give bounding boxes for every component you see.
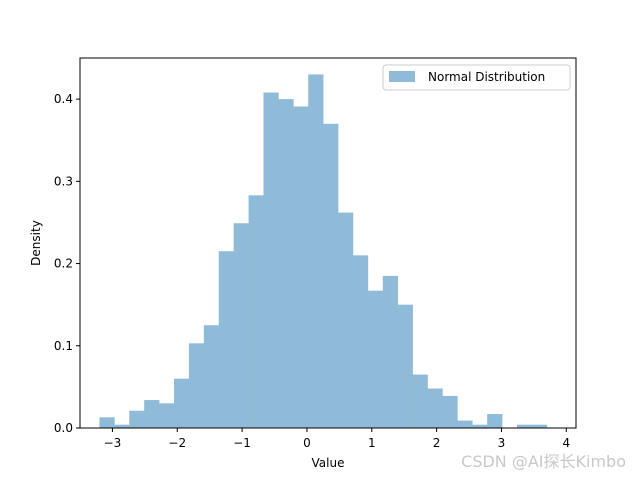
- histogram-bar: [442, 395, 458, 428]
- x-tick-label: −3: [104, 436, 122, 450]
- histogram-bar: [144, 400, 160, 428]
- histogram-bar: [218, 251, 234, 428]
- plot-frame: [79, 57, 577, 429]
- histogram-bar: [308, 74, 324, 428]
- histogram-bar: [397, 304, 413, 428]
- y-tick-label: 0.2: [54, 257, 73, 271]
- histogram-bar: [427, 388, 443, 428]
- histogram-bar: [174, 378, 190, 428]
- y-axis-label: Density: [29, 220, 43, 266]
- x-tick-label: −1: [233, 436, 251, 450]
- histogram-bar: [352, 255, 369, 428]
- histogram-bar: [159, 403, 175, 428]
- histogram-bar: [99, 417, 115, 428]
- x-tick-label: 0: [303, 436, 311, 450]
- y-axis-ticks: 0.0 0.1 0.2 0.3 0.4: [54, 92, 80, 435]
- histogram-bar: [367, 290, 384, 428]
- histogram-bar: [382, 275, 398, 428]
- histogram-bar: [278, 99, 294, 428]
- legend-swatch: [389, 71, 415, 82]
- legend-box: [382, 64, 571, 91]
- histogram-bar: [531, 424, 548, 428]
- legend: Normal Distribution: [382, 64, 571, 91]
- histogram-bar: [263, 92, 279, 429]
- histogram-bar: [233, 223, 249, 428]
- x-tick-label: −2: [168, 436, 186, 450]
- histogram-bar: [516, 424, 533, 428]
- histogram-bar: [472, 424, 488, 428]
- histogram-bar: [457, 420, 473, 428]
- watermark: CSDN @AI探长Kimbo: [461, 452, 626, 471]
- histogram-bar: [293, 106, 309, 428]
- legend-label: Normal Distribution: [428, 70, 545, 84]
- y-tick-label: 0.4: [54, 92, 73, 106]
- histogram-bar: [338, 212, 354, 428]
- x-axis-label: Value: [312, 456, 345, 470]
- x-tick-label: 1: [368, 436, 376, 450]
- histogram-bar: [129, 410, 145, 428]
- histogram-bar: [114, 424, 130, 428]
- y-tick-label: 0.1: [54, 339, 73, 353]
- x-tick-label: 2: [433, 436, 441, 450]
- histogram-bar: [203, 325, 220, 428]
- histogram-bar: [487, 414, 503, 428]
- x-axis-ticks: −3 −2 −1 0 1 2 3 4: [104, 428, 570, 450]
- x-tick-label: 3: [498, 436, 506, 450]
- y-tick-label: 0.3: [54, 174, 73, 188]
- histogram-bar: [323, 123, 339, 429]
- y-tick-label: 0.0: [54, 421, 73, 435]
- histogram-bars: [99, 74, 548, 429]
- x-tick-label: 4: [562, 436, 570, 450]
- histogram-bar: [188, 343, 205, 428]
- histogram-bar: [412, 374, 428, 428]
- histogram-bar: [248, 195, 264, 428]
